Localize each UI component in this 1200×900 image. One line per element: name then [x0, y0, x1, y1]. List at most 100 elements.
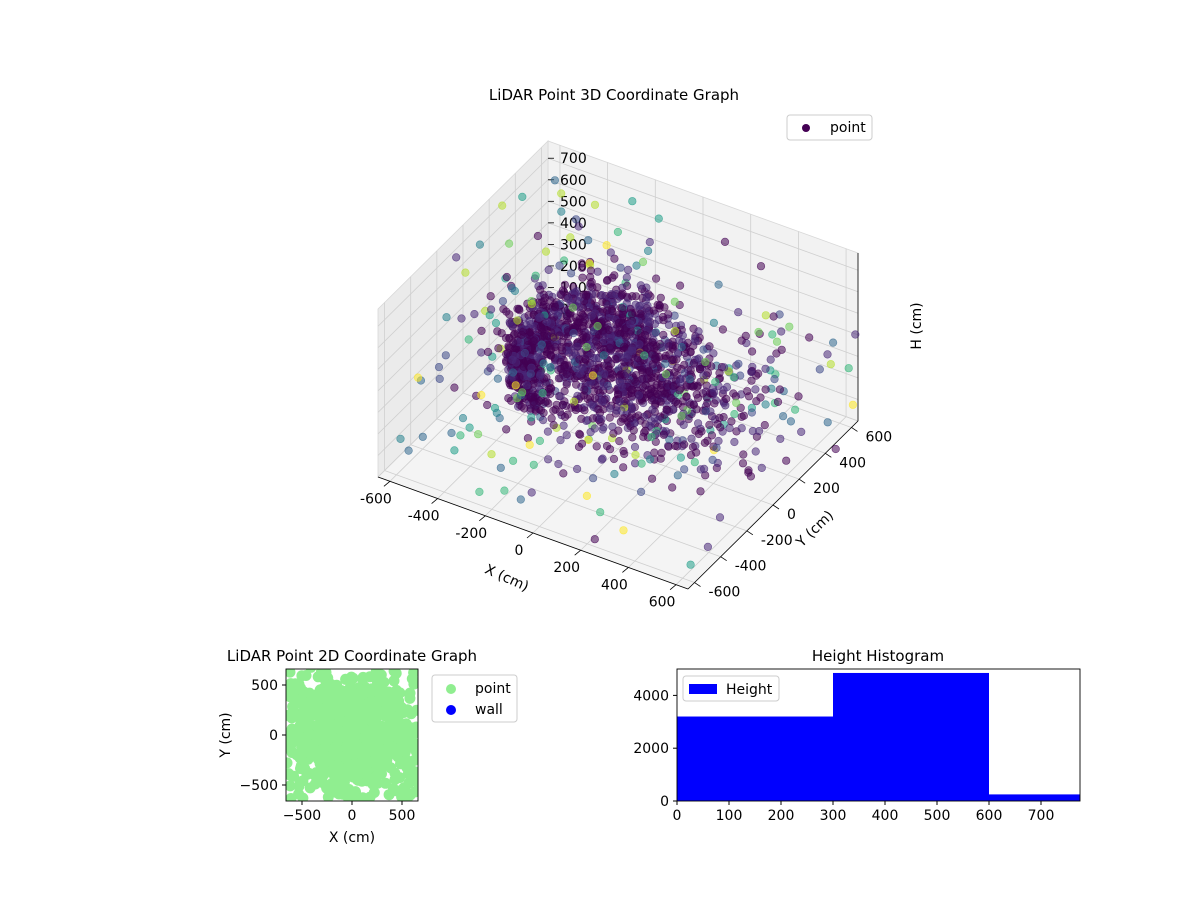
- scatter-point-3d: [637, 459, 646, 468]
- scatter-point-3d: [677, 412, 686, 421]
- scatter-point-2d: [387, 744, 399, 756]
- scatter-point-3d: [720, 237, 730, 246]
- scatter-point-3d: [541, 247, 551, 256]
- plot-3d-panes: [377, 140, 859, 590]
- scatter-point-3d: [675, 378, 685, 387]
- scatter-point-3d: [577, 259, 586, 268]
- scatter-point-3d: [751, 447, 760, 456]
- scatter-point-2d: [330, 705, 342, 717]
- scatter-point-2d: [361, 775, 373, 787]
- scatter-point-3d: [477, 348, 486, 357]
- scatter-point-3d: [644, 312, 653, 322]
- scatter-point-3d: [527, 363, 536, 372]
- scatter-point-3d: [628, 310, 637, 319]
- scatter-point-3d: [586, 428, 595, 437]
- scatter-point-3d: [514, 304, 524, 314]
- scatter-point-3d: [635, 340, 644, 349]
- y-tick-label-3d: 400: [839, 455, 866, 471]
- scatter-point-3d: [661, 359, 670, 368]
- scatter-point-2d: [389, 729, 401, 740]
- scatter-point-3d: [705, 342, 714, 351]
- scatter-point-3d: [739, 450, 748, 459]
- scatter-point-3d: [569, 329, 578, 338]
- scatter-point-3d: [531, 271, 540, 280]
- scatter-point-3d: [647, 350, 657, 359]
- scatter-point-2d: [325, 725, 337, 737]
- scatter-point-3d: [685, 375, 694, 384]
- plot-2d-legend: point wall: [431, 674, 518, 723]
- legend-label-point-2d: point: [475, 681, 511, 697]
- histogram-ticks: 0 100 200 300 400 500 600 700 0 2000 4000: [633, 688, 1054, 824]
- y-tick-label-2d: −500: [240, 778, 278, 794]
- legend-label-point: point: [830, 120, 866, 136]
- scatter-point-3d: [662, 389, 672, 398]
- scatter-point-2d: [399, 746, 411, 758]
- scatter-point-3d: [508, 456, 518, 465]
- scatter-point-3d: [557, 207, 566, 216]
- scatter-point-3d: [590, 200, 600, 209]
- scatter-point-3d: [608, 273, 617, 282]
- scatter-point-3d: [538, 389, 547, 398]
- scatter-point-3d: [543, 455, 553, 464]
- scatter-point-3d: [680, 440, 689, 449]
- scatter-point-3d: [719, 363, 729, 372]
- scatter-point-3d: [679, 420, 688, 430]
- scatter-point-3d: [667, 356, 677, 365]
- scatter-point-3d: [637, 365, 646, 375]
- z-axis-label-3d: H (cm): [909, 302, 925, 349]
- x-tick-label-hist: 700: [1028, 808, 1055, 824]
- x-tick-label-hist: 400: [872, 808, 899, 824]
- scatter-point-3d: [730, 437, 739, 447]
- scatter-point-3d: [828, 338, 838, 347]
- scatter-point-3d: [656, 454, 665, 463]
- scatter-point-3d: [486, 292, 495, 301]
- scatter-point-3d: [586, 272, 595, 282]
- scatter-point-3d: [571, 215, 581, 224]
- scatter-point-3d: [549, 421, 558, 430]
- y-tick-label-hist: 2000: [633, 741, 669, 757]
- scatter-point-3d: [761, 385, 770, 394]
- scatter-point-3d: [701, 357, 710, 367]
- scatter-point-3d: [617, 291, 627, 300]
- scatter-point-3d: [719, 413, 728, 422]
- plot-2d-title: LiDAR Point 2D Coordinate Graph: [227, 647, 477, 665]
- scatter-point-2d: [301, 737, 313, 749]
- legend-label-height: Height: [726, 682, 773, 698]
- scatter-point-2d: [318, 683, 329, 695]
- x-tick-label-3d: -200: [455, 526, 487, 542]
- scatter-point-3d: [542, 317, 552, 327]
- scatter-point-3d: [719, 386, 728, 395]
- scatter-point-2d: [409, 678, 418, 690]
- scatter-point-3d: [579, 318, 588, 327]
- y-tick-mark: [825, 452, 832, 458]
- scatter-point-3d: [751, 385, 760, 394]
- scatter-point-3d: [464, 335, 473, 344]
- scatter-point-3d: [631, 450, 640, 460]
- scatter-point-3d: [557, 189, 566, 198]
- scatter-point-2d: [349, 718, 361, 730]
- scatter-point-3d: [730, 410, 739, 419]
- scatter-point-2d: [333, 732, 345, 744]
- scatter-point-3d: [529, 460, 538, 469]
- scatter-point-3d: [734, 359, 743, 368]
- scatter-point-3d: [442, 313, 451, 322]
- y-tick-mark: [720, 556, 727, 562]
- scatter-point-3d: [558, 346, 567, 355]
- scatter-point-3d: [632, 261, 641, 270]
- x-tick-label-hist: 500: [924, 808, 951, 824]
- scatter-point-3d: [648, 405, 657, 414]
- legend-marker-point-2d: [446, 684, 456, 694]
- scatter-point-3d: [605, 413, 614, 422]
- scatter-point-2d: [312, 772, 324, 783]
- scatter-point-3d: [567, 346, 576, 355]
- scatter-point-3d: [522, 381, 531, 390]
- x-tick-mark: [383, 481, 391, 487]
- scatter-point-3d: [505, 310, 514, 319]
- scatter-point-3d: [664, 442, 673, 451]
- scatter-point-3d: [656, 397, 665, 406]
- histogram-frame: [676, 668, 1081, 802]
- scatter-point-3d: [598, 425, 607, 434]
- scatter-point-3d: [627, 404, 637, 414]
- z-tick-label-3d: 300: [560, 237, 587, 253]
- scatter-point-3d: [396, 434, 405, 444]
